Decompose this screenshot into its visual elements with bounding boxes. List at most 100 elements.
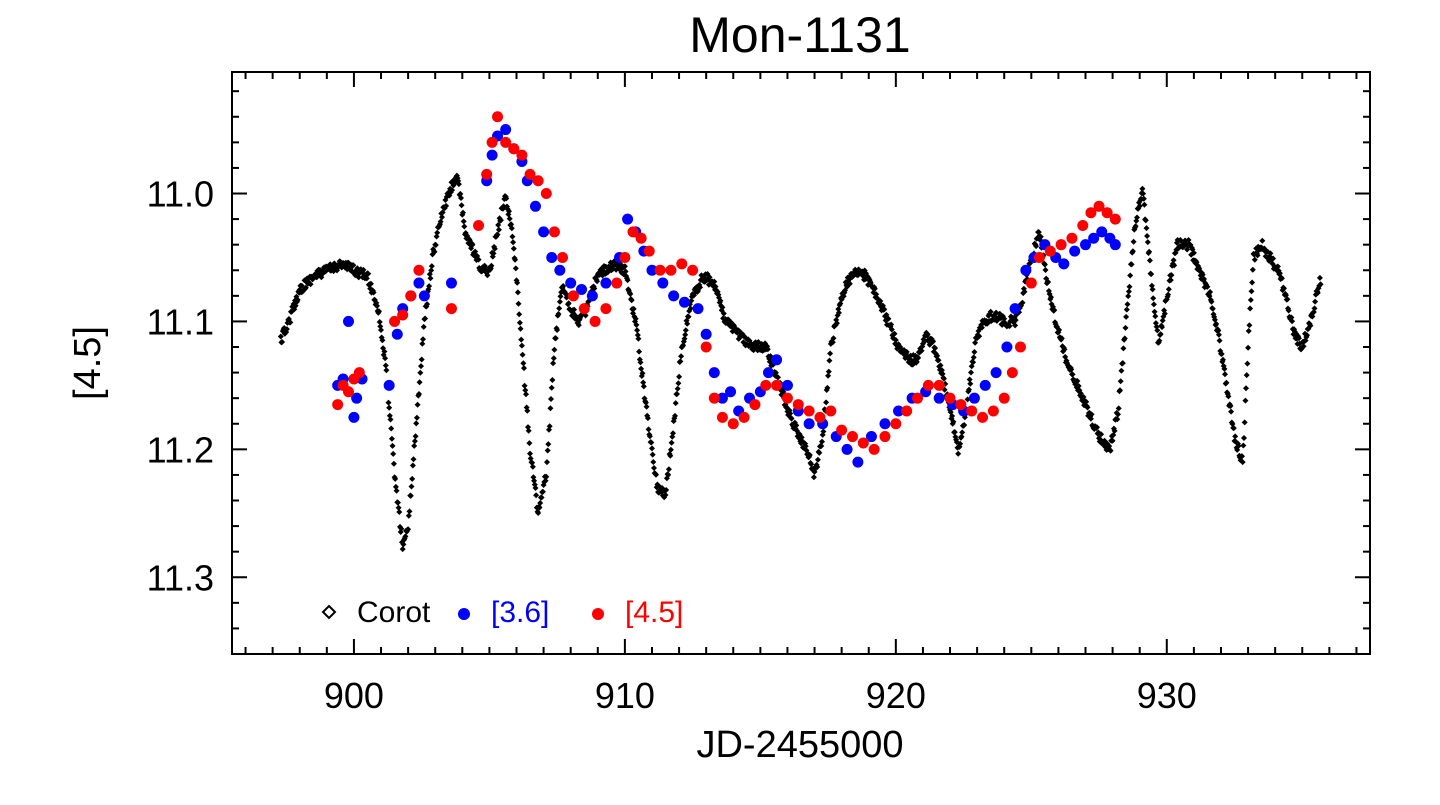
- corot-point: [1144, 233, 1151, 239]
- corot-point: [434, 229, 441, 236]
- corot-point: [410, 456, 417, 463]
- corot-point: [400, 541, 407, 548]
- corot-point: [1129, 248, 1136, 255]
- point-3-6: [781, 379, 793, 391]
- point-4-5: [944, 392, 956, 404]
- corot-point: [1245, 344, 1252, 351]
- corot-point: [1316, 274, 1323, 281]
- point-4-5: [912, 392, 924, 404]
- corot-point: [378, 327, 384, 333]
- corot-point: [1035, 229, 1042, 236]
- corot-point: [376, 308, 382, 315]
- corot-point: [1216, 337, 1223, 344]
- point-4-5: [716, 411, 728, 423]
- point-4-5: [771, 379, 783, 391]
- corot-point: [1094, 424, 1100, 431]
- point-3-6: [554, 264, 566, 276]
- point-3-6: [1020, 264, 1032, 276]
- corot-point: [550, 360, 557, 367]
- point-4-5: [481, 168, 493, 180]
- point-4-5: [611, 277, 623, 289]
- corot-point: [668, 439, 675, 446]
- x-tick-label: 920: [866, 675, 926, 716]
- corot-point: [667, 446, 674, 453]
- corot-point: [381, 348, 388, 355]
- corot-point: [633, 321, 640, 328]
- legend: Corot [3.6] [4.5]: [321, 596, 683, 629]
- corot-point: [1213, 320, 1220, 327]
- corot-point: [543, 473, 550, 480]
- point-4-5: [486, 136, 498, 148]
- corot-point: [411, 442, 418, 449]
- point-4-5: [933, 379, 945, 391]
- corot-point: [409, 475, 416, 482]
- corot-point: [930, 338, 937, 345]
- corot-point: [548, 384, 555, 391]
- corot-point: [495, 222, 502, 228]
- corot-point: [643, 403, 650, 410]
- corot-point: [918, 347, 925, 354]
- corot-point: [681, 335, 688, 342]
- corot-point: [512, 256, 519, 263]
- corot-point: [537, 500, 544, 506]
- corot-point: [408, 483, 415, 490]
- corot-point: [976, 333, 983, 340]
- point-3-6: [1069, 245, 1081, 257]
- corot-point: [532, 485, 539, 491]
- corot-point: [888, 321, 895, 328]
- corot-point: [1259, 237, 1266, 244]
- corot-point: [634, 327, 641, 334]
- corot-point: [414, 401, 421, 408]
- corot-point: [1249, 279, 1256, 286]
- corot-point: [514, 279, 521, 286]
- corot-point: [1184, 246, 1191, 253]
- corot-point: [417, 369, 424, 376]
- corot-point: [672, 412, 678, 419]
- corot-point: [389, 442, 396, 449]
- corot-point: [1124, 301, 1131, 308]
- corot-point: [1041, 261, 1048, 268]
- point-3-6: [1058, 258, 1070, 270]
- corot-point: [518, 336, 525, 343]
- corot-point: [1117, 378, 1124, 385]
- corot-point: [484, 272, 491, 279]
- y-tick-label: 11.3: [147, 557, 214, 598]
- corot-point: [1311, 305, 1318, 312]
- corot-point: [1152, 313, 1159, 320]
- corot-point: [413, 414, 420, 421]
- corot-point: [924, 331, 931, 338]
- corot-point: [516, 319, 523, 326]
- corot-point: [816, 449, 823, 456]
- corot-point: [1242, 397, 1249, 404]
- point-3-6: [725, 386, 737, 398]
- point-4-5: [540, 188, 552, 200]
- corot-point: [405, 512, 412, 519]
- corot-point: [970, 359, 977, 366]
- corot-point: [542, 477, 549, 484]
- corot-point: [1232, 433, 1239, 440]
- corot-point: [388, 425, 395, 432]
- corot-point: [677, 358, 684, 365]
- corot-point: [824, 384, 831, 391]
- corot-point: [675, 380, 682, 387]
- corot-point: [621, 263, 628, 270]
- corot-point: [469, 241, 476, 248]
- corot-point: [405, 526, 412, 533]
- corot-point: [1148, 282, 1155, 289]
- corot-point: [411, 438, 418, 445]
- point-4-5: [548, 226, 560, 238]
- corot-point: [1208, 298, 1215, 305]
- corot-point: [374, 302, 380, 309]
- corot-point: [1220, 356, 1226, 363]
- corot-point: [418, 363, 424, 370]
- corot-point: [949, 413, 956, 419]
- legend-label-corot: Corot: [357, 596, 431, 629]
- x-tick-label: 910: [595, 675, 655, 716]
- corot-point: [1267, 250, 1274, 257]
- corot-point: [518, 342, 525, 349]
- corot-point: [674, 391, 680, 397]
- corot-point: [637, 359, 644, 366]
- corot-point: [1152, 320, 1159, 327]
- corot-point: [412, 433, 419, 440]
